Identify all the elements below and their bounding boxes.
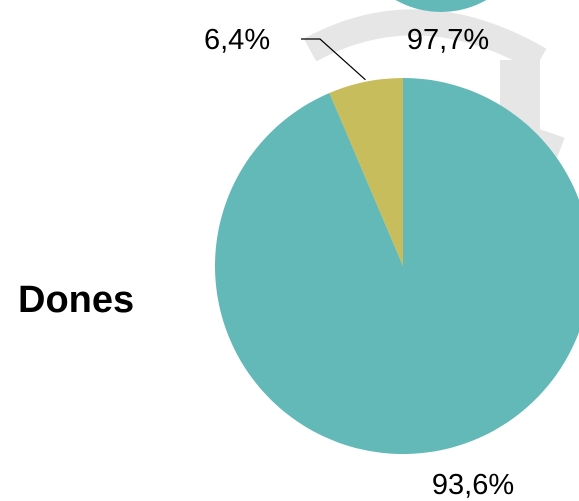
slice-percent-label: 6,4% xyxy=(204,24,270,56)
slice-leader-line xyxy=(301,38,366,81)
pie-slice xyxy=(329,78,403,266)
slice-percent-label: 93,6% xyxy=(432,469,514,501)
upper-pie-slice xyxy=(395,0,487,12)
upper-pie xyxy=(395,0,487,12)
upper-pie-percent-label: 97,7% xyxy=(407,24,489,56)
watermark-arc xyxy=(303,9,547,72)
group-label: Dones xyxy=(18,279,134,321)
main-pie xyxy=(215,78,579,454)
pie-slice xyxy=(215,78,579,454)
